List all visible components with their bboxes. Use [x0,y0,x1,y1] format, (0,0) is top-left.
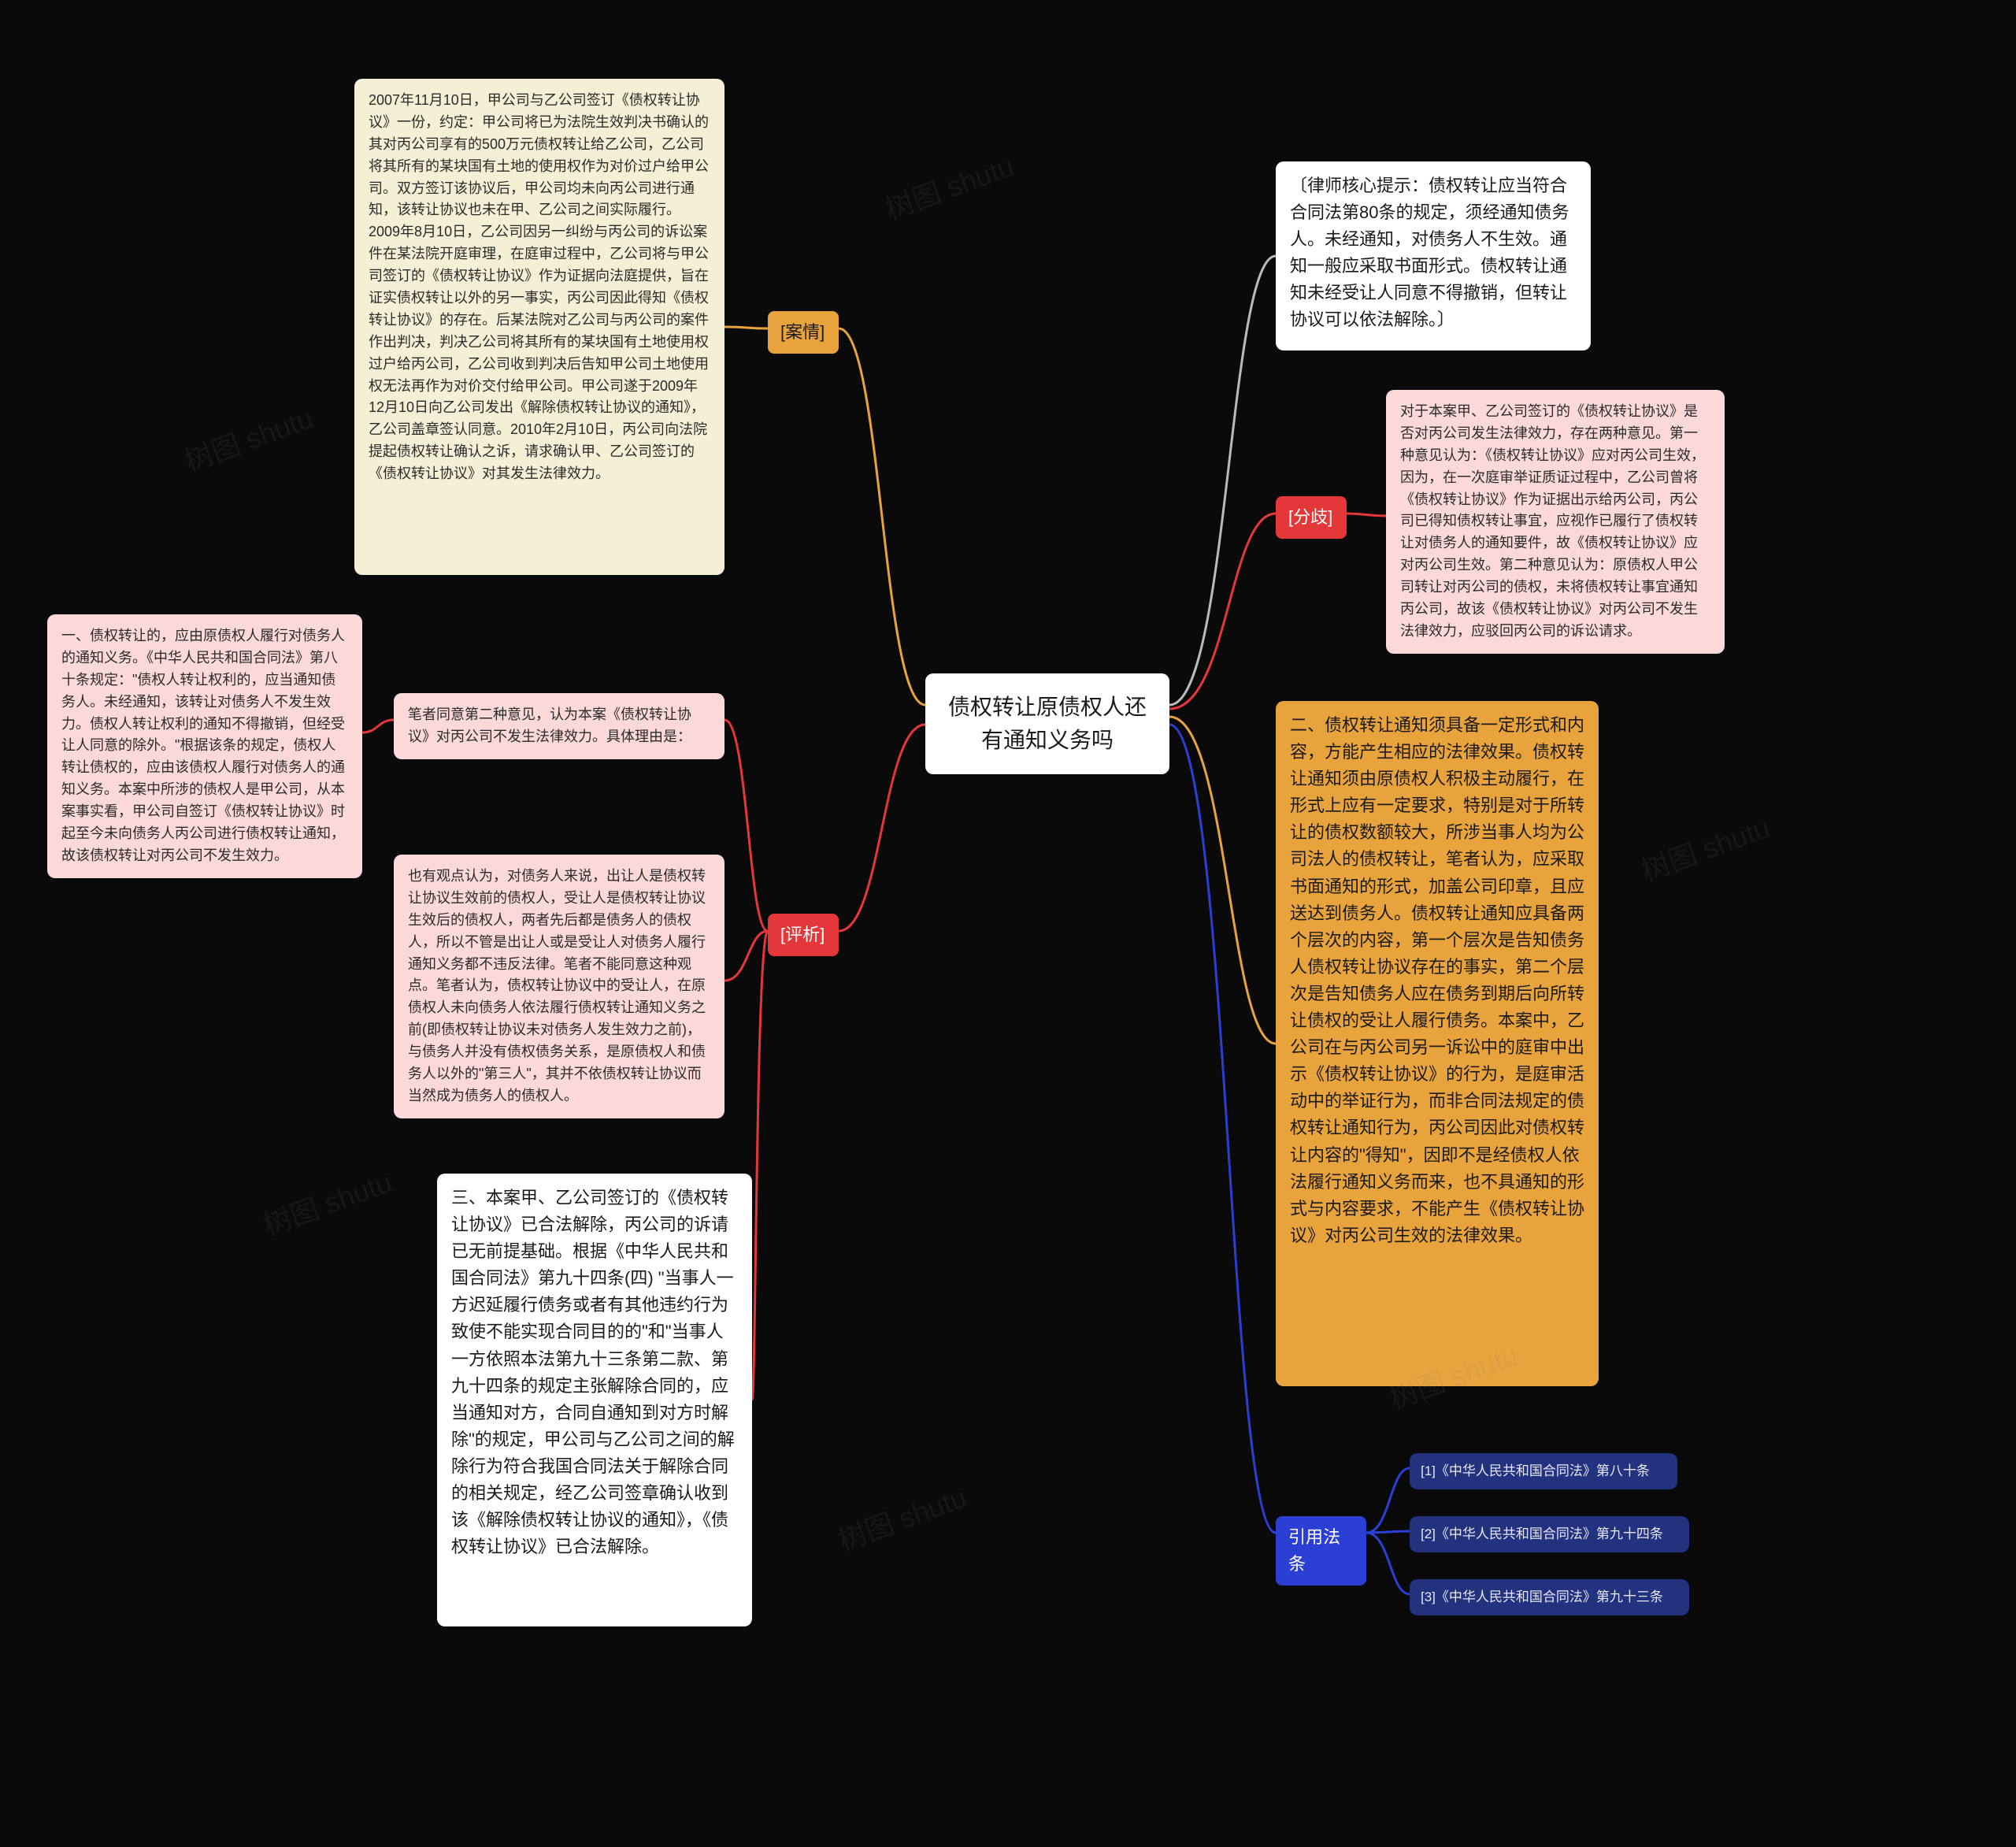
cite-1-node: [1]《中华人民共和国合同法》第八十条 [1410,1453,1677,1489]
watermark: 树图 shutu [257,1159,397,1244]
watermark: 树图 shutu [879,143,1019,228]
analysis-viewpoint-node: 也有观点认为，对债务人来说，出让人是债权转让协议生效前的债权人，受让人是债权转让… [394,855,724,1118]
cite-2-node: [2]《中华人民共和国合同法》第九十四条 [1410,1516,1689,1552]
branch-citations-label[interactable]: 引用法条 [1276,1516,1366,1586]
cite-3-node: [3]《中华人民共和国合同法》第九十三条 [1410,1579,1689,1615]
analysis-agreement-node: 笔者同意第二种意见，认为本案《债权转让协议》对丙公司不发生法律效力。具体理由是： [394,693,724,759]
dispute-detail-node: 对于本案甲、乙公司签订的《债权转让协议》是否对丙公司发生法律效力，存在两种意见。… [1386,390,1725,654]
branch-dispute-label[interactable]: [分歧] [1276,496,1347,539]
analysis-three-node: 三、本案甲、乙公司签订的《债权转让协议》已合法解除，丙公司的诉请已无前提基础。根… [437,1174,752,1626]
connector-layer [0,0,2016,1847]
branch-analysis-label[interactable]: [评析] [768,914,839,956]
watermark: 树图 shutu [1635,805,1775,889]
branch-case-label[interactable]: [案情] [768,311,839,354]
case-detail-node: 2007年11月10日，甲公司与乙公司签订《债权转让协议》一份，约定：甲公司将已… [354,79,724,575]
center-node[interactable]: 债权转让原债权人还有通知义务吗 [925,673,1169,774]
reason-1-node: 一、债权转让的，应由原债权人履行对债务人的通知义务。《中华人民共和国合同法》第八… [47,614,362,878]
watermark: 树图 shutu [832,1474,972,1559]
watermark: 树图 shutu [178,395,318,480]
point-two-node: 二、债权转让通知须具备一定形式和内容，方能产生相应的法律效果。债权转让通知须由原… [1276,701,1599,1386]
lawyer-tip-node: 〔律师核心提示：债权转让应当符合合同法第80条的规定，须经通知债务人。未经通知，… [1276,161,1591,350]
